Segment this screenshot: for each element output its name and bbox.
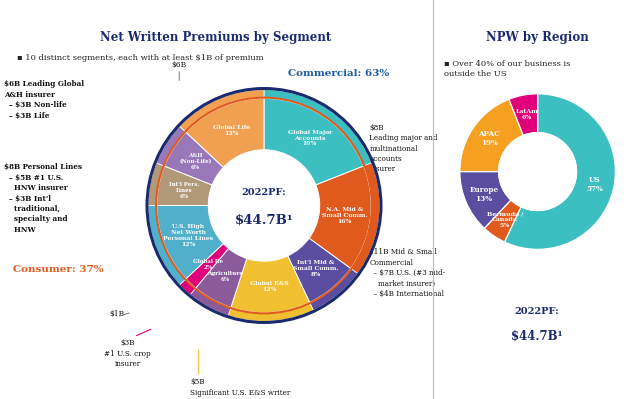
Text: NPW by Region: NPW by Region [486, 32, 588, 44]
Text: Global E&S
12%: Global E&S 12% [250, 281, 289, 292]
Text: ▪ Over 40% of our business is
outside the US: ▪ Over 40% of our business is outside th… [444, 59, 571, 78]
Wedge shape [157, 205, 223, 279]
Text: $6B Leading Global
A&H insurer
  – $3B Non-life
  – $3B Life: $6B Leading Global A&H insurer – $3B Non… [4, 80, 84, 120]
Text: Agriculture
6%: Agriculture 6% [207, 271, 243, 282]
Text: 2022PF:: 2022PF: [242, 188, 286, 197]
Text: U.S. High
Net Worth
Personal Lines
12%: U.S. High Net Worth Personal Lines 12% [163, 224, 213, 247]
Text: $8B
Leading major and
multinational
accounts
insurer: $8B Leading major and multinational acco… [369, 124, 438, 173]
Wedge shape [309, 166, 371, 269]
Text: Int'l Mid &
Small Comm.
8%: Int'l Mid & Small Comm. 8% [293, 260, 339, 277]
Wedge shape [186, 99, 264, 167]
Wedge shape [351, 163, 380, 274]
Text: Global Life
13%: Global Life 13% [213, 125, 250, 136]
Text: $44.7B¹: $44.7B¹ [511, 329, 563, 342]
Text: $3B
#1 U.S. crop
insurer: $3B #1 U.S. crop insurer [104, 340, 151, 368]
Wedge shape [231, 256, 310, 312]
Text: $5B
Significant U.S. E&S writer
and Lloyd's presence: $5B Significant U.S. E&S writer and Lloy… [190, 378, 291, 399]
Text: 2022PF:: 2022PF: [515, 306, 559, 316]
Text: $8B Personal Lines
  – $5B #1 U.S.
    HNW insurer
  – $3B Int'l
    traditional: $8B Personal Lines – $5B #1 U.S. HNW ins… [4, 163, 83, 234]
Text: APAC
19%: APAC 19% [479, 130, 500, 147]
Text: $6B: $6B [172, 61, 187, 69]
Text: A&H
(Non-Life)
6%: A&H (Non-Life) 6% [179, 154, 211, 170]
Text: $11B Mid & Small
Commercial
  – $7B U.S. (#3 mid-
    market insurer)
  – $4B In: $11B Mid & Small Commercial – $7B U.S. (… [369, 248, 445, 298]
Text: Global Major
Accounts
19%: Global Major Accounts 19% [287, 130, 332, 146]
Text: N.A. Mid &
Small Comm.
16%: N.A. Mid & Small Comm. 16% [322, 207, 367, 224]
Wedge shape [186, 244, 228, 288]
Text: Global Re
2%: Global Re 2% [193, 259, 223, 270]
Ellipse shape [321, 194, 371, 234]
Text: Europe
13%: Europe 13% [470, 186, 499, 203]
Text: US
57%: US 57% [586, 176, 603, 193]
Wedge shape [484, 200, 521, 242]
Text: LatAm
6%: LatAm 6% [515, 109, 538, 120]
Wedge shape [504, 94, 616, 249]
Text: Commercial: 63%: Commercial: 63% [287, 69, 389, 78]
Text: Int'l Pers.
Lines
6%: Int'l Pers. Lines 6% [169, 182, 199, 199]
Wedge shape [180, 90, 264, 132]
Wedge shape [157, 166, 212, 205]
Wedge shape [196, 249, 247, 307]
Wedge shape [509, 94, 538, 135]
Text: Net Written Premiums by Segment: Net Written Premiums by Segment [100, 32, 332, 44]
Text: Consumer: 37%: Consumer: 37% [13, 265, 104, 274]
Wedge shape [148, 163, 164, 205]
Wedge shape [460, 99, 524, 172]
Wedge shape [164, 132, 223, 185]
Circle shape [499, 133, 577, 210]
Wedge shape [180, 279, 195, 295]
Wedge shape [228, 303, 314, 321]
Text: #1 U.S.
commercial
lines ($19B): #1 U.S. commercial lines ($19B) [325, 201, 366, 227]
Text: $44.7B¹: $44.7B¹ [235, 213, 293, 227]
Wedge shape [156, 126, 186, 166]
Wedge shape [460, 172, 511, 228]
Text: Bermuda /
Canada
5%: Bermuda / Canada 5% [486, 211, 523, 228]
Wedge shape [190, 288, 230, 316]
Wedge shape [148, 205, 186, 285]
Text: ▪ 10 distinct segments, each with at least $1B of premium: ▪ 10 distinct segments, each with at lea… [17, 54, 264, 62]
Wedge shape [264, 99, 364, 185]
Wedge shape [288, 238, 351, 302]
Circle shape [209, 150, 319, 261]
Wedge shape [310, 269, 358, 310]
Text: $1B: $1B [109, 310, 124, 318]
Wedge shape [264, 90, 372, 166]
